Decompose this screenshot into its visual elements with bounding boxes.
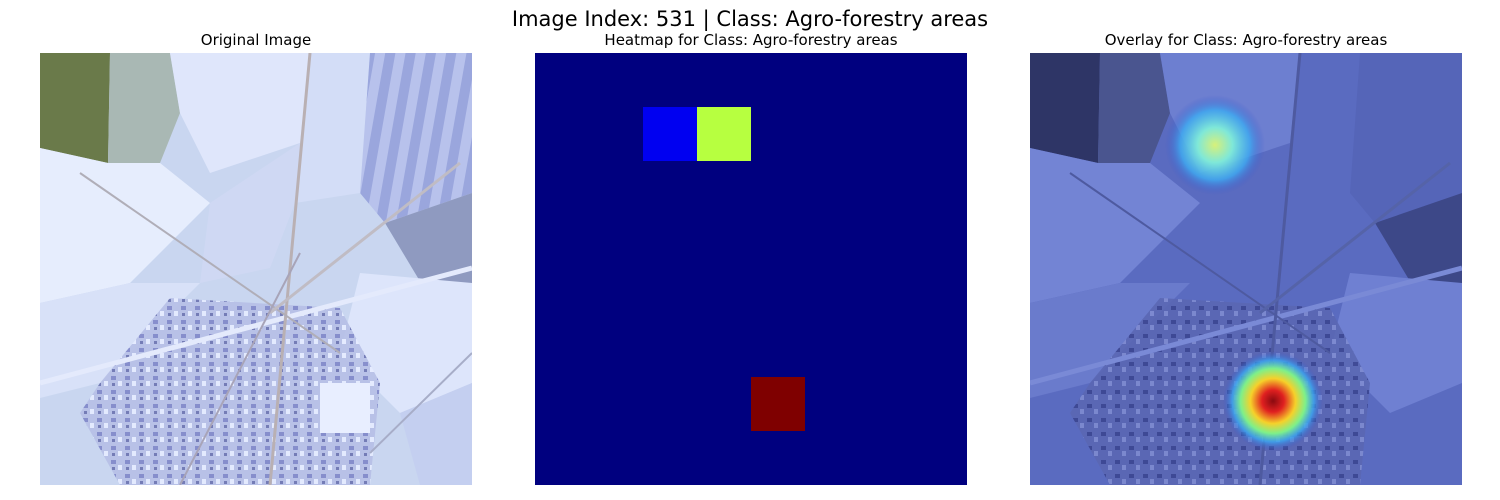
heatmap-cell [751, 377, 805, 431]
overlay-image [1030, 53, 1462, 485]
original-image-title: Original Image [200, 31, 312, 49]
overlay-hotspot-upper [1165, 95, 1265, 195]
satellite-image [40, 53, 472, 485]
original-image [40, 53, 472, 485]
heatmap-grid [535, 53, 967, 485]
heatmap-title: Heatmap for Class: Agro-forestry areas [604, 31, 898, 49]
heatmap-image [535, 53, 967, 485]
heatmap-cell [643, 107, 697, 161]
overlay-composite [1030, 53, 1462, 485]
figure-title: Image Index: 531 | Class: Agro-forestry … [511, 7, 989, 31]
overlay-hotspot-lower [1223, 351, 1323, 451]
overlay-title: Overlay for Class: Agro-forestry areas [1104, 31, 1388, 49]
heatmap-cell [697, 107, 751, 161]
